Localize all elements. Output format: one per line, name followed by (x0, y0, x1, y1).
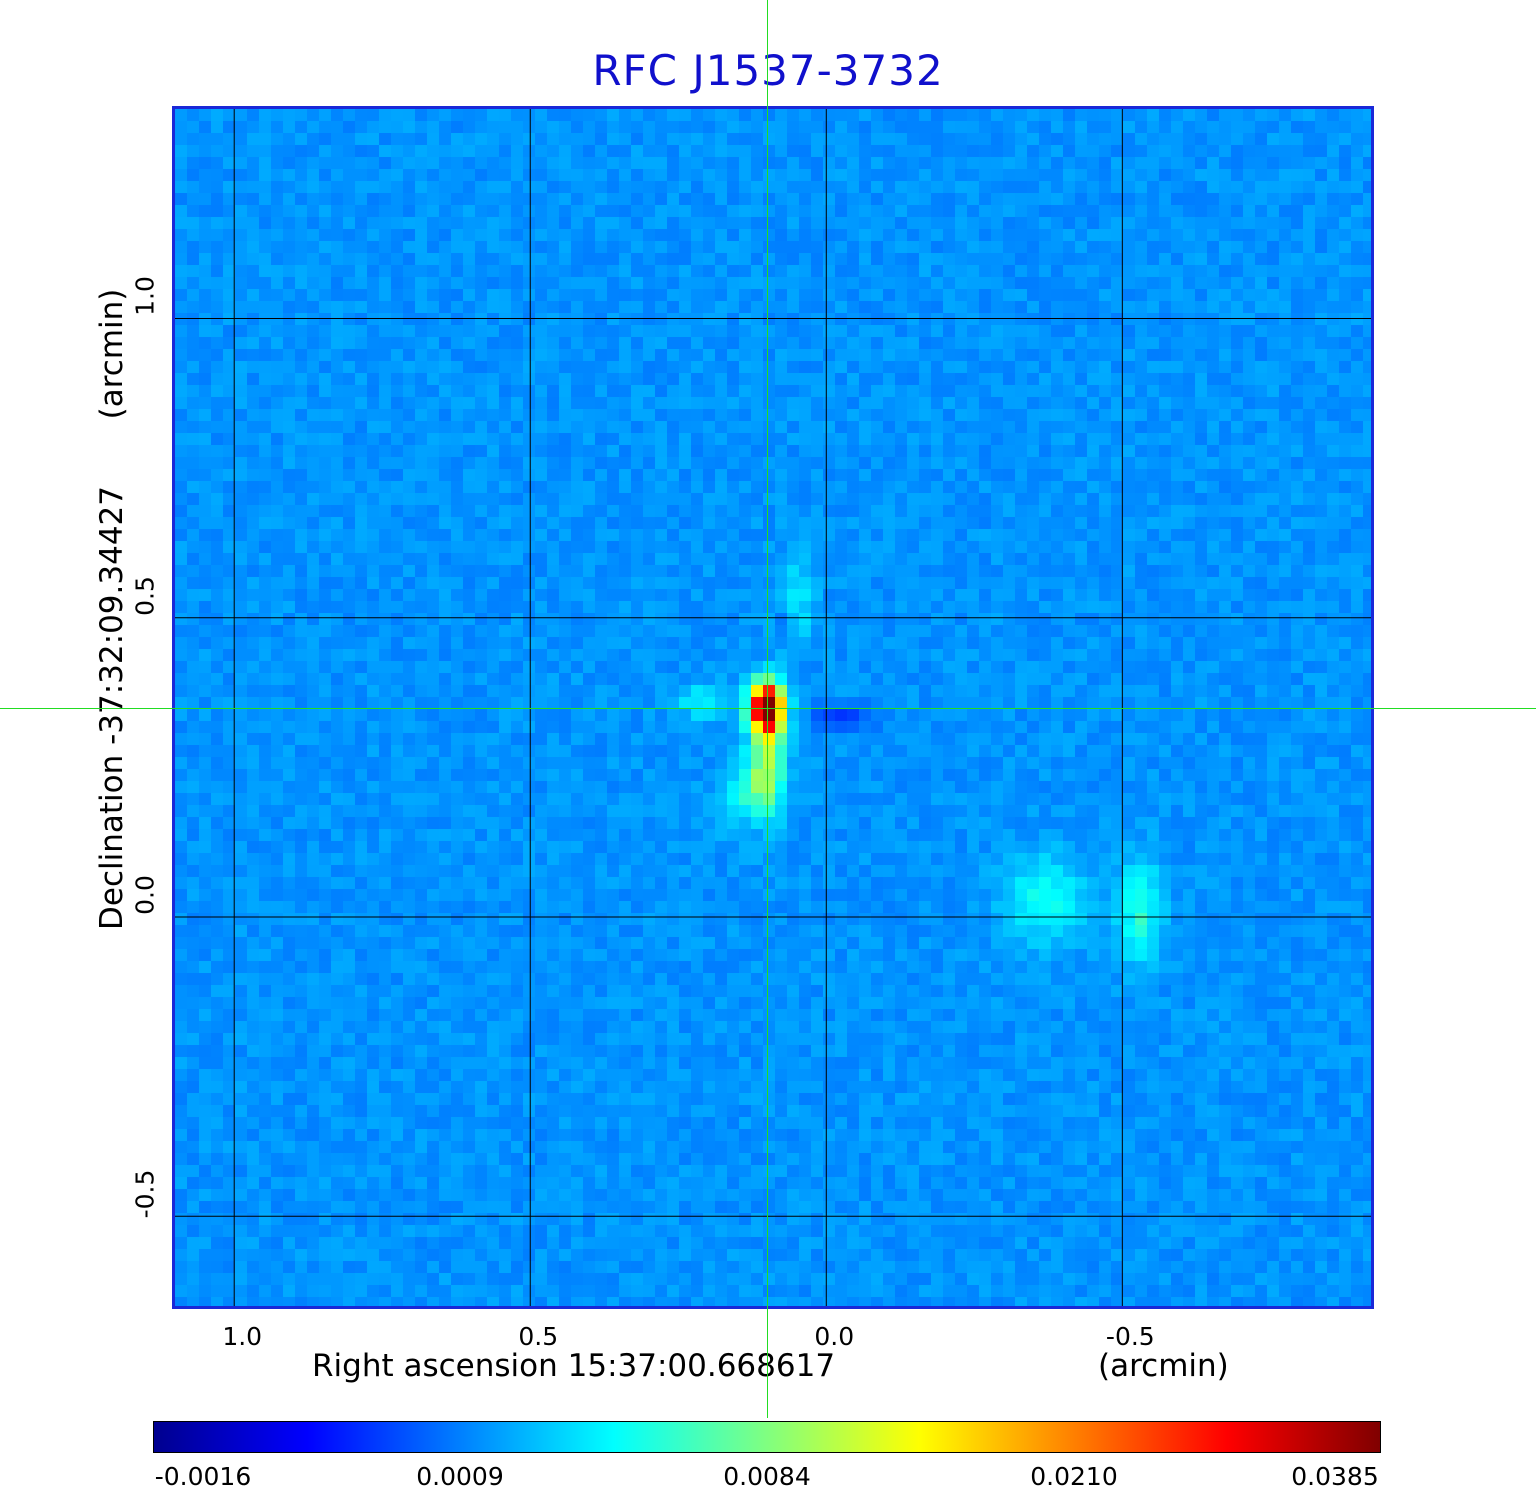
x-tick-label: 1.0 (222, 1322, 263, 1351)
colorbar-tick-label: 0.0210 (1030, 1462, 1118, 1491)
colorbar-tick-label: 0.0009 (416, 1462, 504, 1491)
y-tick-label: 0.5 (130, 575, 160, 616)
colorbar-tick-label: 0.0084 (723, 1462, 811, 1491)
x-axis-unit: (arcmin) (1098, 1348, 1229, 1384)
image-plot-area[interactable] (172, 106, 1374, 1309)
colorbar (153, 1421, 1381, 1453)
colorbar-tick-label: -0.0016 (154, 1462, 252, 1491)
crosshair-horizontal (0, 708, 1536, 709)
y-axis-unit: (arcmin) (94, 288, 130, 420)
crosshair-vertical (767, 0, 768, 1418)
x-axis-label: Right ascension 15:37:00.668617 (312, 1348, 836, 1384)
colorbar-tick-label: 0.0385 (1291, 1462, 1379, 1491)
chart-title: RFC J1537-3732 (592, 46, 944, 95)
image-plot-svg (175, 109, 1371, 1306)
x-tick-label: -0.5 (1105, 1322, 1155, 1351)
image-pixels (175, 109, 1371, 1306)
x-tick-label: 0.0 (814, 1322, 855, 1351)
y-tick-label: 0.0 (130, 875, 160, 915)
y-tick-label: 1.0 (130, 276, 160, 317)
x-tick-label: 0.5 (518, 1322, 559, 1351)
y-tick-label: -0.5 (130, 1169, 160, 1219)
